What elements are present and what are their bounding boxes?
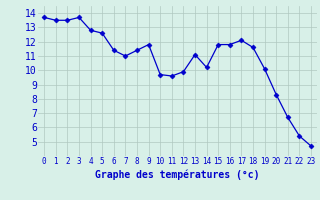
X-axis label: Graphe des températures (°c): Graphe des températures (°c) xyxy=(95,169,260,180)
